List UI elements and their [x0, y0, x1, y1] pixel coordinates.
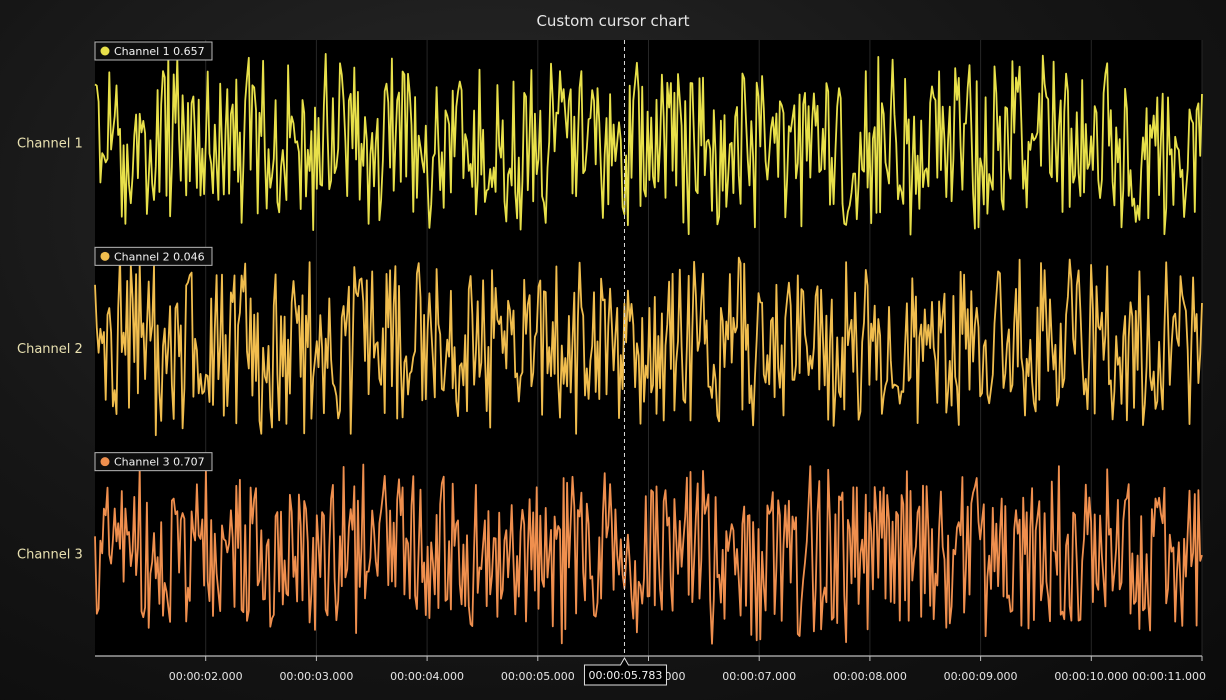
series-line-channel-1 — [94, 53, 1203, 236]
series-line-channel-3 — [94, 463, 1203, 645]
x-tick-label: 00:00:09.000 — [944, 670, 1018, 683]
legend-marker — [100, 457, 110, 467]
custom-cursor: 00:00:05.783 — [583, 40, 667, 686]
legend-marker — [100, 251, 110, 261]
x-tick-label: 00:00:05.000 — [501, 670, 575, 683]
cursor-x-label: 00:00:05.783 — [589, 669, 663, 682]
cursor-legend-channel-3: Channel 3 0.707 — [94, 452, 213, 472]
legend-box — [94, 452, 213, 472]
cursor-legend-channel-2: Channel 2 0.046 — [94, 246, 213, 266]
channel-axis-label: Channel 1 — [17, 137, 83, 152]
series-layer — [94, 53, 1203, 645]
legend-box — [94, 41, 213, 61]
legend-value-label: Channel 1 0.657 — [114, 45, 205, 58]
channel-labels: Channel 1 Channel 2 Channel 3 — [17, 137, 83, 563]
series-line-channel-2 — [94, 255, 1203, 437]
x-tick-label: 00:00:08.000 — [833, 670, 907, 683]
legend-box — [94, 246, 213, 266]
legend-value-label: Channel 3 0.707 — [114, 456, 205, 469]
x-tick-label: 00:00:07.000 — [722, 670, 796, 683]
cursor-legend-channel-1: Channel 1 0.657 — [94, 41, 213, 61]
x-tick-label: 00:00:04.000 — [390, 670, 464, 683]
x-tick-label: 00:00:10.000 — [1054, 670, 1128, 683]
x-tick-label: 00:00:02.000 — [169, 670, 243, 683]
x-tick-label: 00:00:11.000 — [1132, 670, 1206, 683]
channel-axis-label: Channel 2 — [17, 342, 83, 357]
cursor-x-label-box — [583, 656, 667, 686]
channel-axis-label: Channel 3 — [17, 547, 83, 562]
legend-marker — [100, 46, 110, 56]
chart-title: Custom cursor chart — [536, 12, 690, 30]
cursor-legends: Channel 1 0.657 Channel 2 0.046 Channel 3 … — [94, 41, 213, 472]
legend-value-label: Channel 2 0.046 — [114, 250, 205, 263]
x-tick-label: 00:00:03.000 — [279, 670, 353, 683]
